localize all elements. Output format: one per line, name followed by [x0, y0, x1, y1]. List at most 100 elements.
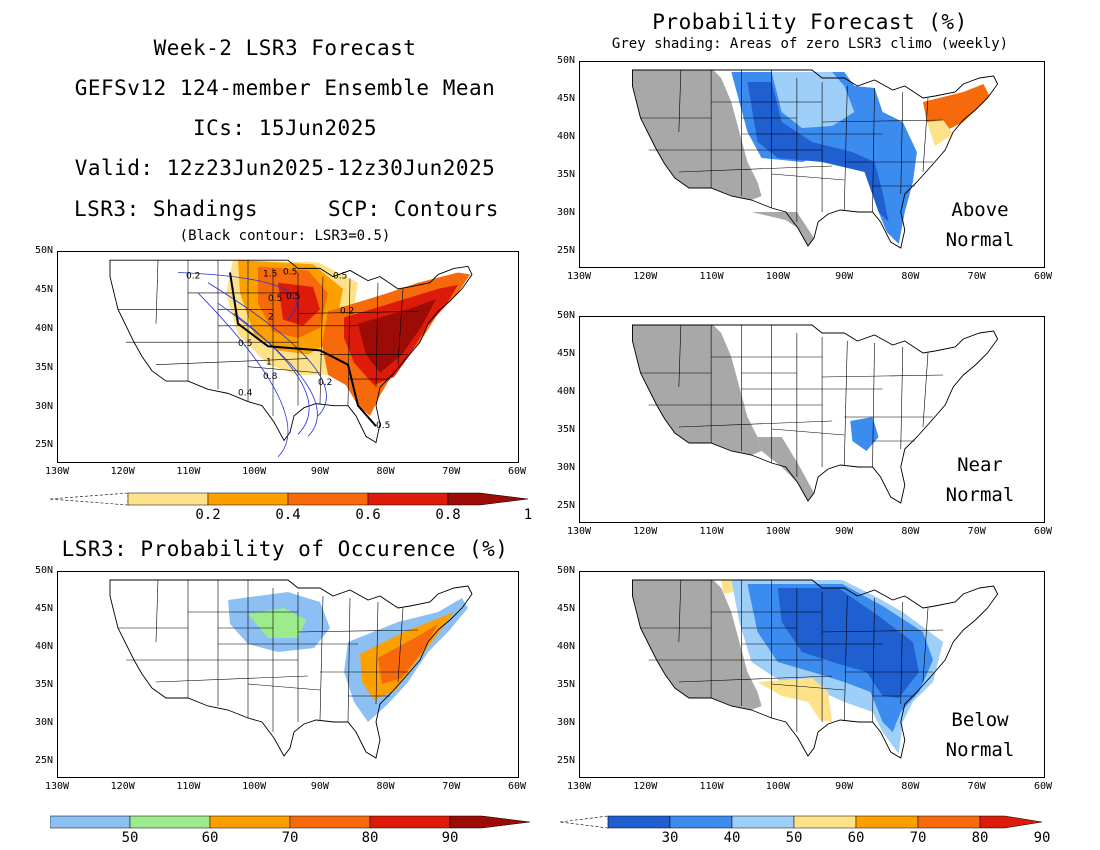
cbar-below-svg	[559, 815, 1043, 829]
longitude-tick-label: 110W	[699, 271, 724, 282]
colorbar-label: 90	[441, 830, 459, 846]
latitude-tick-label: 30N	[34, 400, 53, 412]
map-occ-state-border-9	[397, 607, 404, 683]
colorbar-label: 80	[361, 830, 379, 846]
longitude-tick-label: 100W	[765, 781, 790, 792]
longitude-tick-label: 80W	[901, 526, 920, 537]
longitude-tick-label: 120W	[633, 781, 658, 792]
cbar-below-swatch	[607, 815, 671, 829]
map-near-state-border-7	[872, 342, 875, 468]
longitude-tick-label: 90W	[835, 781, 854, 792]
map-lsr3-svg: 0.2 1.5 0.5 0.5 0.5 0.5 2 0.5 1 0.8 0.2 0.4 0.2 0.5	[109, 259, 473, 458]
map-occ-state-border-0	[155, 579, 159, 643]
contour-label: 0.2	[318, 378, 332, 388]
near-normal-map	[579, 316, 1045, 523]
latitude-tick-label: 25N	[34, 439, 53, 451]
map-above-state-border-6	[843, 85, 848, 211]
map-below-state-border-6	[843, 595, 848, 721]
map-occ-us-outline	[109, 579, 473, 759]
longitude-tick-label: 130W	[566, 781, 592, 792]
contour-label: 0.5	[286, 292, 300, 302]
map-below-state-border-8	[900, 601, 904, 705]
map-lsr3-us-outline	[109, 259, 473, 444]
longitude-tick-label: 100W	[242, 781, 267, 792]
map-below-state-border-12	[678, 675, 833, 683]
above-normal-map	[579, 61, 1045, 268]
cbar-occ-swatch	[289, 815, 371, 829]
map-near-state-border-12	[678, 420, 833, 428]
latitude-tick-label: 40N	[556, 640, 575, 652]
map-below-region-3	[777, 588, 919, 698]
latitude-tick-label: 35N	[34, 678, 53, 690]
contour-label: 1	[266, 358, 272, 368]
colorbar-label: 80	[971, 830, 989, 846]
cbar-below-swatch	[979, 815, 1043, 829]
contour-label: 0.5	[376, 421, 390, 431]
cbar-below-left-arrow	[559, 815, 609, 829]
map-below-region-0	[632, 580, 762, 710]
map-below-region-5	[721, 580, 734, 594]
longitude-tick-label: 130W	[44, 466, 70, 477]
map-occ-state-border-8	[375, 601, 379, 705]
cbar-occ-swatch	[49, 815, 131, 829]
contours-label: SCP: Contours	[328, 197, 499, 221]
longitude-tick-label: 120W	[110, 466, 135, 477]
map-above-state-border-7	[872, 87, 875, 213]
colorbar-label: 50	[785, 830, 803, 846]
map-occ-svg	[109, 579, 473, 759]
longitude-tick-label: 80W	[901, 781, 920, 792]
latitude-tick-label: 45N	[34, 602, 53, 614]
cbar-occ-swatch	[209, 815, 291, 829]
scp-contour-1	[197, 292, 289, 458]
cbar-occ-svg	[49, 815, 531, 829]
longitude-tick-label: 90W	[835, 526, 854, 537]
map-below-svg	[631, 579, 999, 759]
latitude-tick-label: 35N	[556, 678, 575, 690]
longitude-tick-label: 110W	[176, 781, 201, 792]
map-near-region-0	[632, 325, 762, 455]
latitude-tick-label: 30N	[556, 716, 575, 728]
map-occ-state-border-15	[297, 629, 419, 633]
cbar-below-swatch	[731, 815, 795, 829]
cbar-lsr3-swatch	[447, 492, 529, 506]
map-lsr3-state-border-9	[397, 288, 404, 365]
map-lsr3-state-border-19	[247, 366, 321, 374]
longitude-tick-label: 70W	[442, 781, 461, 792]
longitude-tick-label: 70W	[967, 781, 986, 792]
contour-label: 0.5	[333, 272, 347, 282]
cbar-occ-swatch	[449, 815, 531, 829]
colorbar-label: 0.4	[275, 507, 301, 523]
cbar-lsr3-left-arrow	[49, 492, 129, 506]
map-below-state-border-19	[771, 683, 845, 691]
colorbar-label: 1	[523, 507, 533, 523]
map-near-state-border-0	[678, 324, 682, 388]
latitude-tick-label: 30N	[556, 461, 575, 473]
latitude-tick-label: 45N	[556, 92, 575, 104]
latitude-tick-label: 50N	[556, 310, 575, 321]
below-normal-label: Below Normal	[930, 705, 1030, 765]
cbar-below-swatch	[917, 815, 981, 829]
occurrence-title: LSR3: Probability of Occurence (%)	[61, 537, 509, 561]
longitude-tick-label: 100W	[765, 271, 790, 282]
cbar-below-swatch	[855, 815, 919, 829]
longitude-tick-label: 60W	[507, 466, 527, 477]
contour-label: 0.5	[268, 294, 282, 304]
longitude-tick-label: 100W	[242, 466, 267, 477]
below-line1: Below	[951, 709, 1009, 731]
map-lsr3-region-3	[278, 282, 320, 326]
longitude-tick-label: 110W	[699, 781, 724, 792]
map-above-region-0	[632, 70, 762, 200]
map-near-region-1	[757, 437, 815, 501]
longitude-tick-label: 130W	[44, 781, 70, 792]
map-near-state-border-8	[900, 346, 904, 450]
map-below-state-border-7	[872, 597, 875, 723]
prob-title: Probability Forecast (%)	[652, 10, 968, 34]
below-line2: Normal	[945, 739, 1015, 761]
contour-label: 2	[268, 313, 274, 323]
contour-label: 0.4	[238, 388, 253, 398]
map-above-us-outline	[631, 69, 999, 249]
longitude-tick-label: 70W	[967, 526, 986, 537]
cbar-lsr3-swatch	[207, 492, 289, 506]
longitude-tick-label: 100W	[765, 526, 790, 537]
ics-title: ICs: 15Jun2025	[192, 116, 377, 140]
